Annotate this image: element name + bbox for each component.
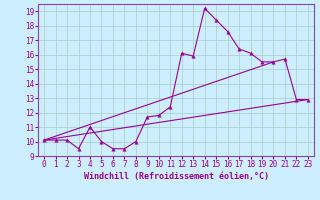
X-axis label: Windchill (Refroidissement éolien,°C): Windchill (Refroidissement éolien,°C) (84, 172, 268, 181)
